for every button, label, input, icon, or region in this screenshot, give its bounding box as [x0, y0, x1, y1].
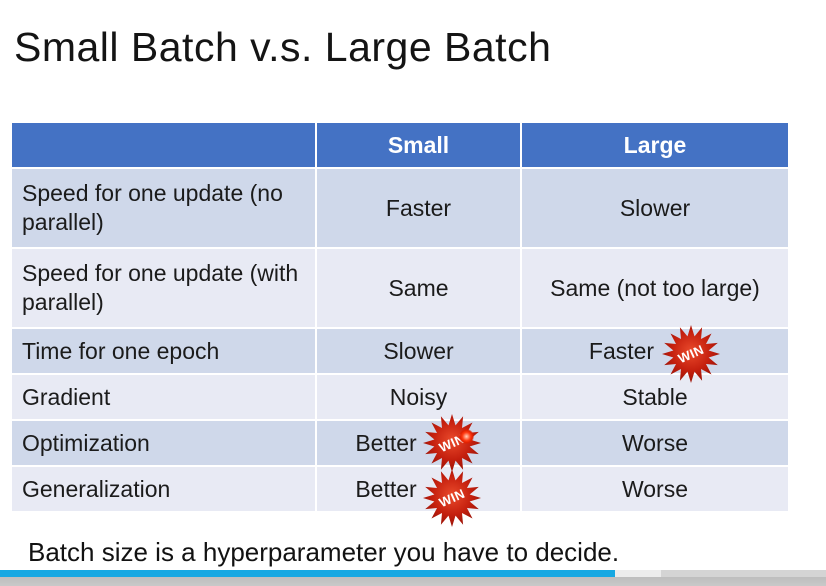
small-value-cell: Better WIN — [317, 467, 520, 527]
row-label: Speed for one update (no parallel) — [12, 169, 315, 247]
win-badge-icon: WIN — [422, 468, 482, 528]
video-progress-bar[interactable] — [0, 570, 826, 577]
row-label: Speed for one update (with parallel) — [12, 249, 315, 327]
video-progress-played — [0, 570, 616, 577]
large-value-cell: Worse — [522, 421, 788, 465]
small-value-cell: Faster — [317, 169, 520, 247]
cell-text: Better — [355, 475, 417, 502]
small-value-cell: Noisy — [317, 375, 520, 419]
cell-text: Faster — [588, 337, 655, 364]
row-label: Generalization — [12, 467, 315, 511]
win-badge-icon: WIN — [422, 413, 482, 473]
laser-pointer-dot — [459, 429, 474, 444]
footer-note: Batch size is a hyperparameter you have … — [28, 537, 620, 567]
win-badge-icon: WIN — [661, 324, 721, 384]
row-label: Gradient — [12, 375, 315, 419]
small-value-cell: Slower — [317, 329, 520, 373]
small-value-cell: Better WIN — [317, 414, 520, 472]
header-large-cell: Large — [522, 123, 788, 167]
header-small-cell: Small — [317, 123, 520, 167]
header-empty-cell — [12, 123, 315, 167]
large-value-cell: Same (not too large) — [522, 249, 788, 327]
cell-text: Better — [355, 429, 417, 456]
slide-title: Small Batch v.s. Large Batch — [14, 24, 552, 70]
large-value-cell: Slower — [522, 169, 788, 247]
large-value-cell: Stable — [522, 375, 788, 419]
row-label: Time for one epoch — [12, 329, 315, 373]
large-value-cell: Faster WIN — [522, 325, 788, 383]
small-value-cell: Same — [317, 249, 520, 327]
row-label: Optimization — [12, 421, 315, 465]
player-bottom-strip — [0, 577, 826, 586]
large-value-cell: Worse — [522, 467, 788, 511]
comparison-table: Small Large Speed for one update (no par… — [12, 123, 788, 527]
